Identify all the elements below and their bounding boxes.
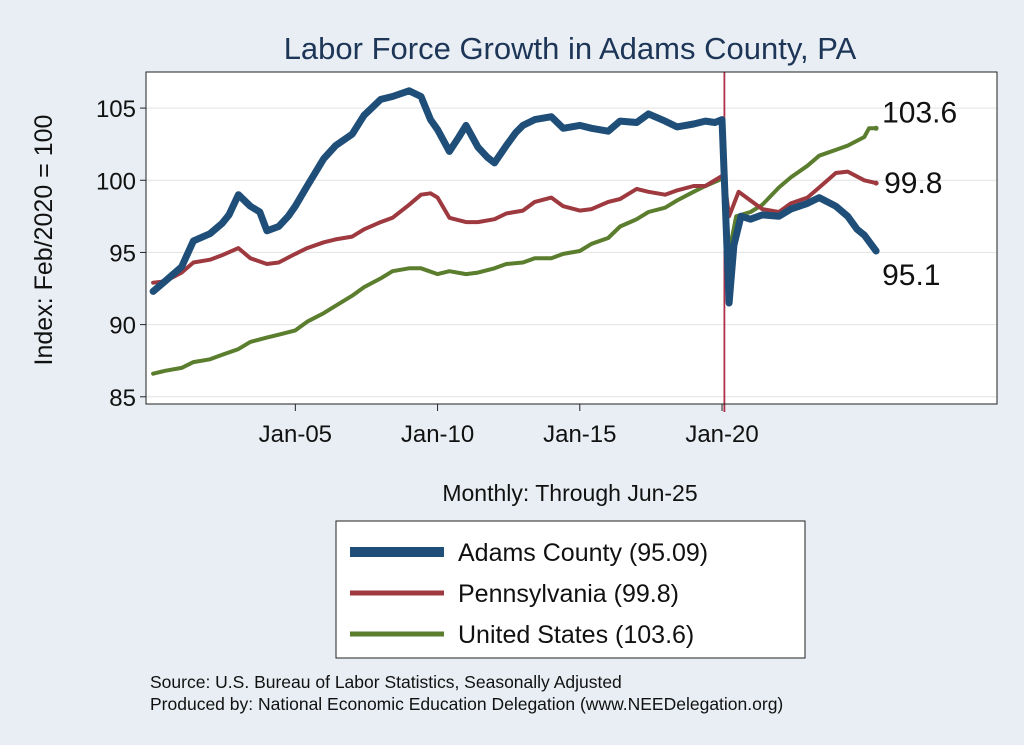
series-end-point: [873, 125, 879, 131]
source-note: Source: U.S. Bureau of Labor Statistics,…: [150, 672, 622, 692]
y-tick-label: 85: [109, 385, 136, 412]
produced-note: Produced by: National Economic Education…: [150, 694, 783, 714]
series-end-point: [873, 180, 879, 186]
x-tick-label: Jan-20: [685, 421, 758, 448]
plot-frame: [145, 71, 998, 405]
y-tick-label: 105: [96, 96, 136, 123]
y-axis-ticks: 85 90 95 100 105: [96, 96, 146, 412]
legend: Adams County (95.09) Pennsylvania (99.8) U…: [335, 520, 806, 659]
series-line: [151, 126, 879, 376]
y-tick-label: 90: [109, 313, 136, 340]
x-tick-label: Jan-05: [259, 421, 332, 448]
legend-label: Pennsylvania (99.8): [458, 580, 679, 608]
y-axis-label: Index: Feb/2020 = 100: [30, 115, 58, 366]
series-line: [149, 87, 880, 307]
series-line: [151, 169, 879, 285]
y-tick-label: 95: [109, 240, 136, 267]
chart-title: Labor Force Growth in Adams County, PA: [284, 31, 857, 66]
end-value-label: 99.8: [884, 167, 942, 200]
series-end-point: [873, 248, 879, 254]
x-axis-label: Monthly: Through Jun-25: [442, 480, 697, 506]
end-value-label: 103.6: [882, 96, 957, 129]
series-lines: [149, 87, 880, 376]
x-tick-label: Jan-10: [401, 421, 474, 448]
end-value-labels: 95.1 99.8 103.6: [873, 96, 957, 292]
x-tick-label: Jan-15: [543, 421, 616, 448]
y-tick-label: 100: [96, 168, 136, 195]
legend-label: United States (103.6): [458, 621, 694, 649]
end-value-label: 95.1: [882, 259, 940, 292]
x-axis-ticks: Jan-05 Jan-10 Jan-15 Jan-20: [259, 404, 759, 448]
legend-label: Adams County (95.09): [458, 539, 708, 567]
